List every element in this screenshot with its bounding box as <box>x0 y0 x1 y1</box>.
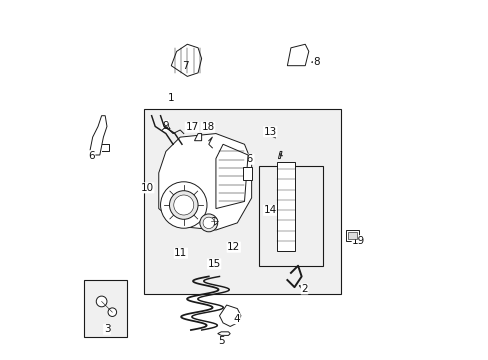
Polygon shape <box>89 116 107 155</box>
Circle shape <box>203 217 214 229</box>
Text: 1: 1 <box>167 93 174 103</box>
Polygon shape <box>217 332 230 336</box>
Polygon shape <box>278 152 282 158</box>
Text: 2: 2 <box>301 284 307 294</box>
Text: 11: 11 <box>174 248 187 258</box>
Polygon shape <box>171 44 201 76</box>
Bar <box>347 232 356 239</box>
Bar <box>258 166 323 266</box>
Circle shape <box>210 217 217 225</box>
Text: 18: 18 <box>201 122 214 132</box>
Circle shape <box>96 296 107 307</box>
Text: 3: 3 <box>103 324 110 334</box>
Circle shape <box>160 182 206 228</box>
Text: 5: 5 <box>218 337 225 346</box>
Text: 13: 13 <box>263 127 276 137</box>
Text: 8: 8 <box>313 57 319 67</box>
Bar <box>346 230 358 241</box>
Circle shape <box>173 195 193 215</box>
Text: 19: 19 <box>351 236 365 246</box>
Text: 7: 7 <box>182 61 188 71</box>
Text: 16: 16 <box>240 154 253 164</box>
Text: 10: 10 <box>141 183 154 193</box>
Polygon shape <box>216 144 247 208</box>
Polygon shape <box>194 134 201 141</box>
Circle shape <box>178 200 189 210</box>
Polygon shape <box>159 134 251 230</box>
Circle shape <box>200 214 217 232</box>
Polygon shape <box>287 44 308 66</box>
Text: 14: 14 <box>263 205 276 215</box>
Circle shape <box>108 308 116 316</box>
Text: 6: 6 <box>88 151 95 161</box>
Text: 12: 12 <box>227 242 240 252</box>
Circle shape <box>169 191 198 219</box>
Polygon shape <box>219 305 241 327</box>
Bar <box>144 109 340 294</box>
Text: 4: 4 <box>233 314 240 324</box>
Polygon shape <box>276 162 294 251</box>
Text: 15: 15 <box>207 259 220 269</box>
Text: 9: 9 <box>162 121 168 131</box>
Bar <box>242 167 251 180</box>
Bar <box>83 280 126 337</box>
Text: 17: 17 <box>185 122 198 132</box>
